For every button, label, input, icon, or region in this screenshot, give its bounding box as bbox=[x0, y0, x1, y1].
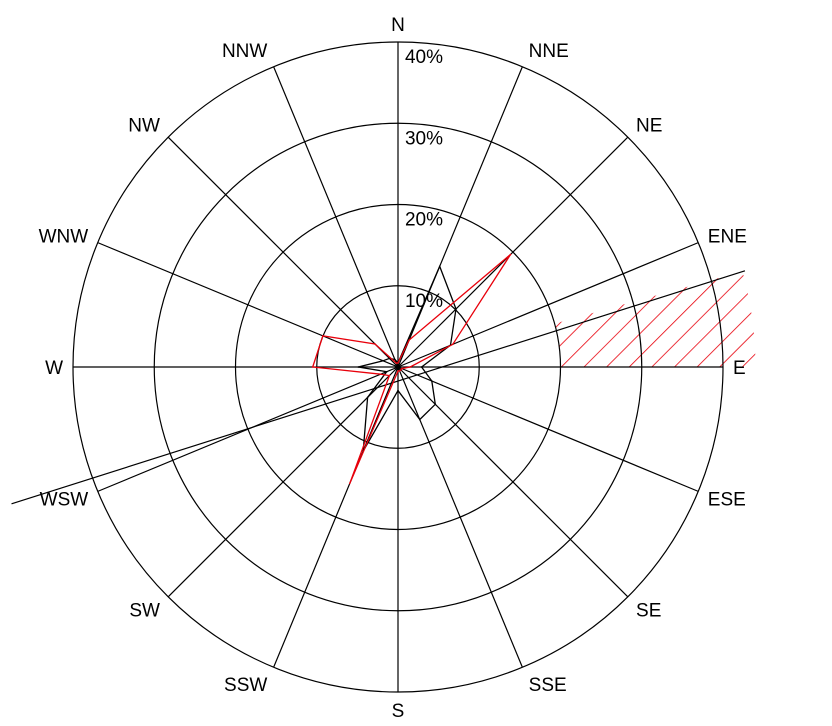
spoke-se bbox=[397, 366, 629, 598]
series-2-point-s bbox=[397, 370, 399, 372]
series-2-point-ssw bbox=[349, 482, 351, 485]
series-2-point-nne bbox=[408, 339, 411, 341]
spoke-sse bbox=[397, 366, 523, 668]
spoke-wnw bbox=[97, 242, 399, 368]
series-2 bbox=[311, 253, 512, 485]
direction-label-ene: ENE bbox=[708, 227, 747, 248]
spoke-nne bbox=[397, 66, 523, 368]
direction-label-nw: NW bbox=[128, 115, 160, 136]
series-1-point-wnw bbox=[382, 360, 384, 362]
series-2-point-w bbox=[311, 366, 314, 368]
series-1-point-e bbox=[420, 366, 423, 368]
hatched-sector bbox=[554, 271, 756, 367]
series-2-line bbox=[311, 253, 512, 484]
polar-grid bbox=[72, 41, 724, 693]
series-1-point-sw bbox=[366, 396, 369, 399]
spoke-sw bbox=[167, 366, 399, 598]
direction-label-s: S bbox=[392, 701, 405, 722]
series-1 bbox=[357, 264, 457, 452]
spoke-ssw bbox=[273, 366, 399, 668]
series-1-point-ne bbox=[455, 308, 457, 310]
series-2-point-ene bbox=[452, 343, 454, 346]
direction-label-sw: SW bbox=[129, 601, 160, 622]
label-layer: N NNE NE ENE E ESE SE SSE S SSW SW WSW W WNW NW NNW 10% 2… bbox=[39, 15, 747, 722]
series-1-point-se bbox=[434, 403, 437, 406]
direction-label-wsw: WSW bbox=[40, 489, 89, 510]
series-2-point-sse bbox=[398, 370, 401, 372]
series-layer bbox=[311, 253, 512, 485]
direction-label-e: E bbox=[733, 358, 746, 379]
series-2-point-wnw bbox=[322, 335, 324, 337]
direction-label-wnw: WNW bbox=[39, 227, 89, 248]
series-2-point-sw bbox=[388, 374, 391, 377]
spoke-ese bbox=[397, 366, 699, 492]
series-2-point-n bbox=[397, 362, 399, 364]
series-2-point-wsw bbox=[379, 373, 382, 376]
hatched-area bbox=[554, 271, 756, 367]
reference-line-segment bbox=[11, 270, 746, 505]
series-1-point-w bbox=[357, 366, 360, 368]
series-1-point-s bbox=[397, 389, 399, 392]
spoke-ne bbox=[397, 136, 629, 368]
ring-label-40: 40% bbox=[405, 47, 443, 68]
series-1-point-ese bbox=[431, 380, 433, 382]
direction-label-ne: NE bbox=[636, 115, 662, 136]
direction-label-ssw: SSW bbox=[224, 675, 267, 696]
series-2-point-ese bbox=[401, 367, 403, 370]
reference-line bbox=[11, 270, 746, 505]
ring-label-30: 30% bbox=[405, 128, 443, 149]
spoke-nw bbox=[167, 136, 399, 368]
direction-label-sse: SSE bbox=[529, 675, 567, 696]
series-2-point-nw bbox=[374, 343, 376, 345]
series-1-point-nnw bbox=[394, 358, 396, 361]
direction-label-se: SE bbox=[636, 601, 661, 622]
direction-label-ese: ESE bbox=[708, 489, 746, 510]
ring-label-10: 10% bbox=[405, 291, 443, 312]
direction-label-nne: NNE bbox=[529, 41, 569, 62]
series-2-point-nnw bbox=[395, 362, 398, 365]
series-2-point-se bbox=[400, 369, 402, 371]
direction-label-n: N bbox=[391, 15, 405, 36]
series-2-point-ne bbox=[509, 253, 512, 256]
series-1-point-wsw bbox=[385, 370, 388, 373]
ring-label-20: 20% bbox=[405, 210, 443, 231]
spoke-nnw bbox=[273, 66, 399, 368]
series-1-point-nne bbox=[438, 265, 441, 268]
direction-label-nnw: NNW bbox=[222, 41, 267, 62]
direction-label-w: W bbox=[45, 358, 63, 379]
series-2-point-e bbox=[409, 366, 412, 368]
series-1-point-sse bbox=[419, 418, 421, 421]
